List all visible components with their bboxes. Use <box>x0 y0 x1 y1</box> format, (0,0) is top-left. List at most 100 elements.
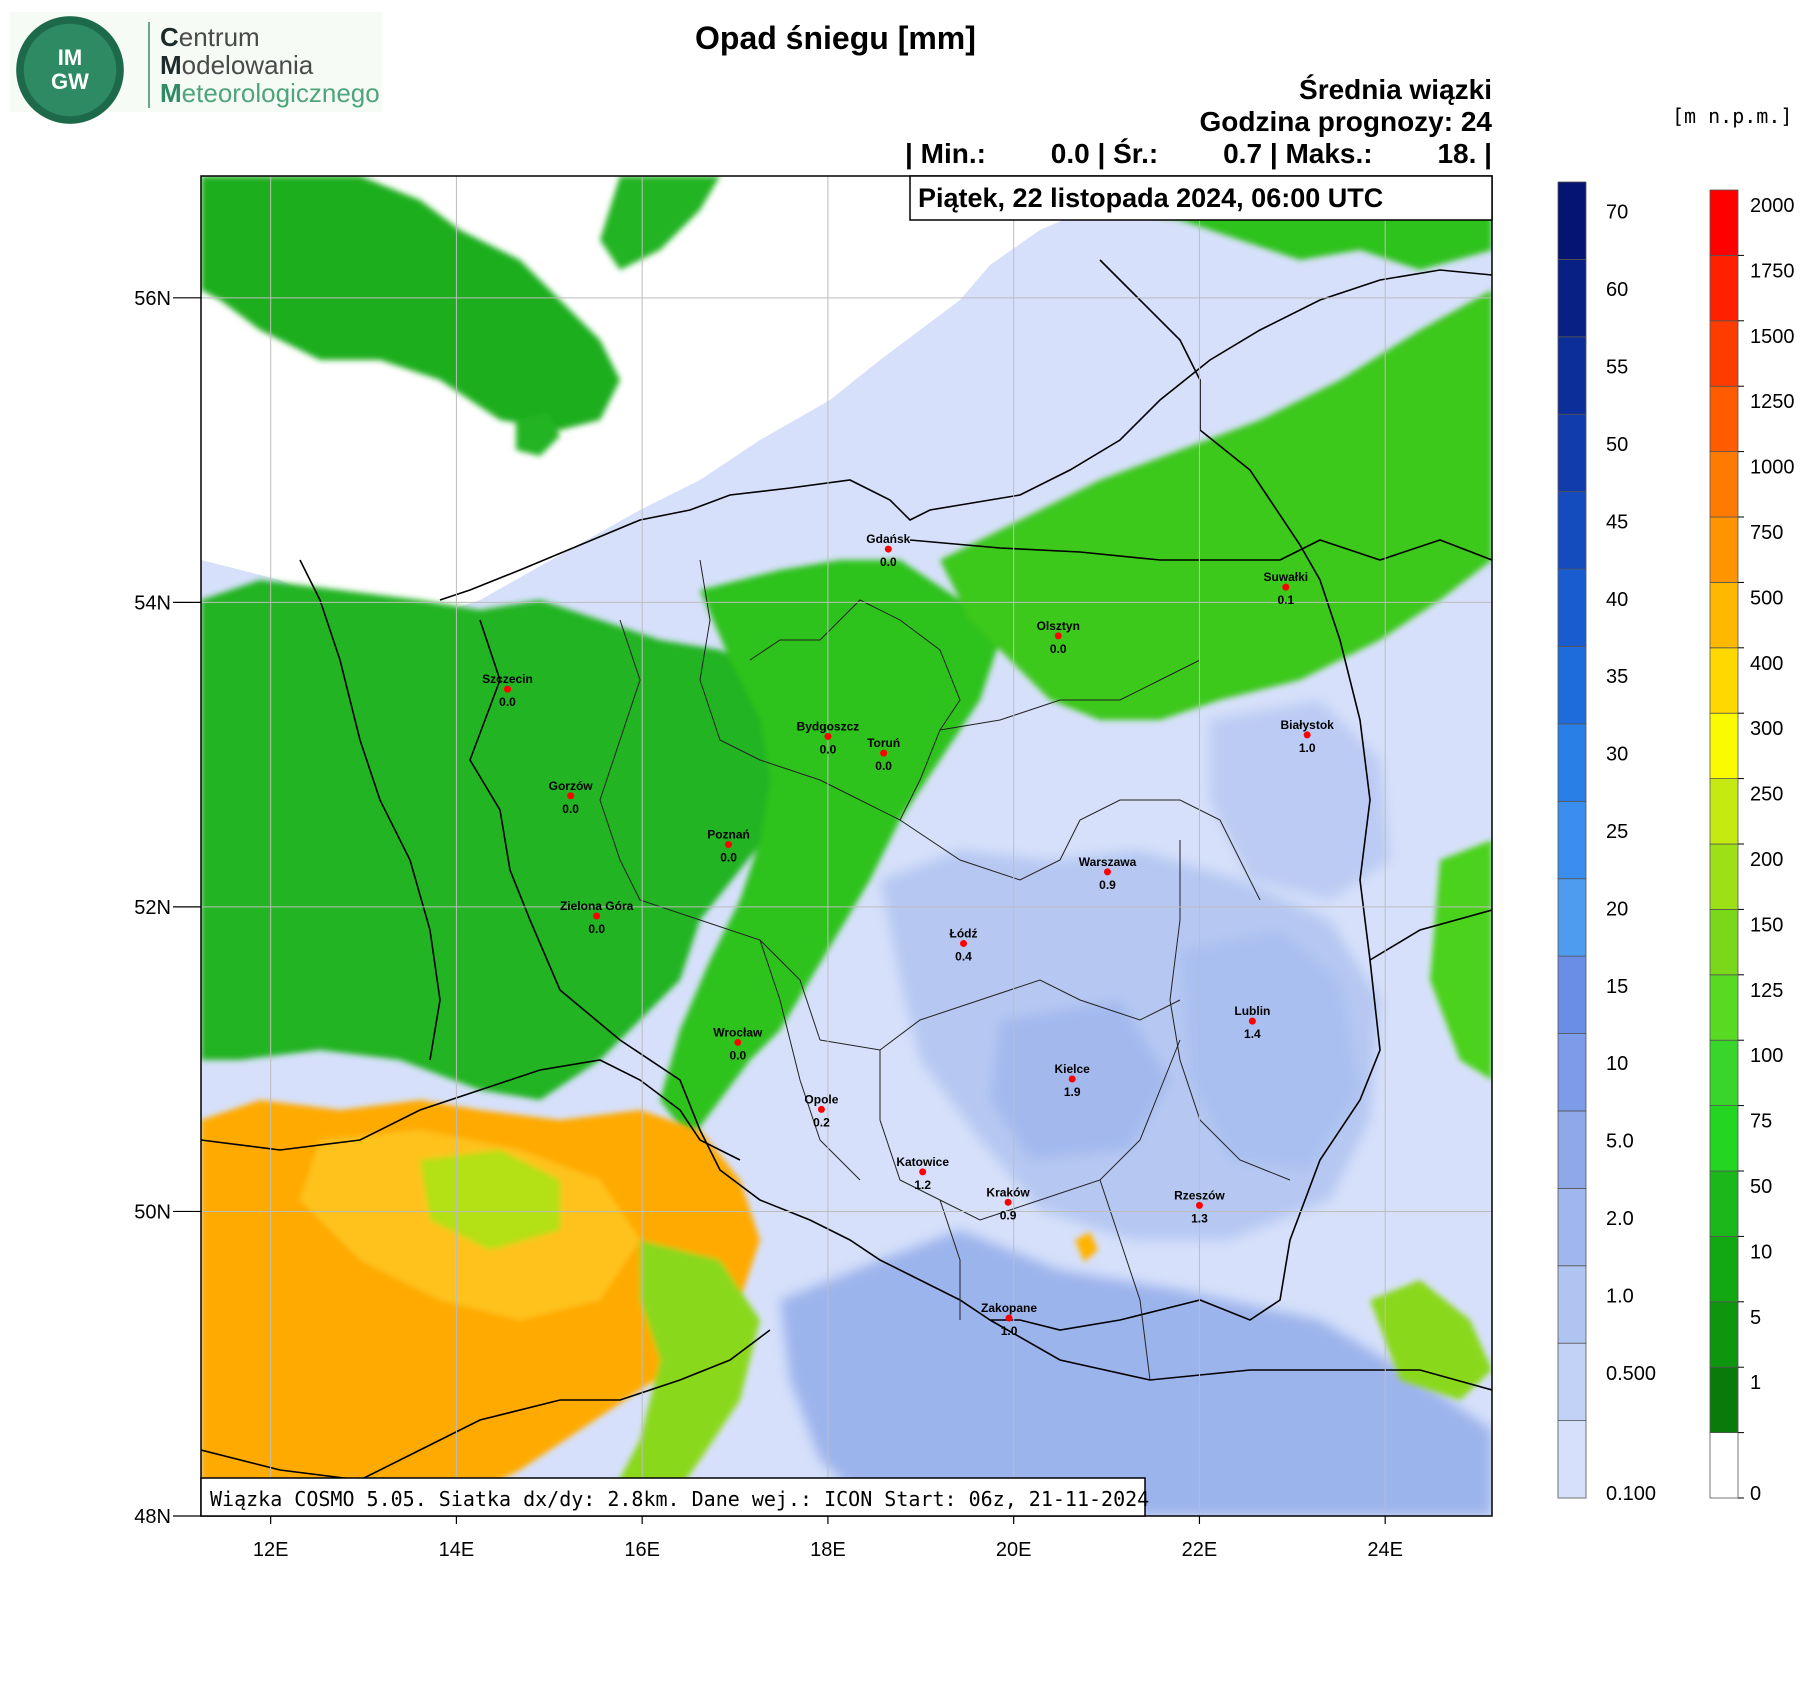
elevation-swatch <box>1709 1301 1739 1368</box>
elevation-label: 75 <box>1750 1111 1772 1133</box>
city-value: 1.9 <box>1064 1085 1081 1099</box>
city-value: 0.0 <box>875 759 892 773</box>
voiv-line-4 <box>599 619 821 1041</box>
lon-label: 20E <box>996 1539 1032 1561</box>
voiv-line-1 <box>699 559 961 821</box>
snow-swatch <box>1557 1342 1587 1421</box>
city-6: Białystok 1.0 <box>1280 718 1334 755</box>
logo-divider <box>148 22 150 108</box>
green-pomerania <box>660 560 1000 1140</box>
city-dot <box>725 840 733 848</box>
snow-label: 10 <box>1606 1053 1628 1075</box>
city-3: Szczecin 0.0 <box>482 672 533 709</box>
city-name: Zakopane <box>981 1301 1037 1315</box>
stats-avg-label: | Śr.: <box>1097 138 1159 169</box>
logo-line-3: Meteorologicznego <box>160 80 380 106</box>
voiv-line-2 <box>899 799 1261 901</box>
logo-rest-2: odelowania <box>181 50 314 80</box>
boundaries <box>201 259 1492 1481</box>
snow-label: 55 <box>1606 357 1628 379</box>
city-value: 0.0 <box>562 802 579 816</box>
city-dot <box>1005 1314 1013 1322</box>
city-1: Suwałki 0.1 <box>1263 570 1308 607</box>
voiv-line-8 <box>939 1199 961 1320</box>
city-dot <box>880 749 888 757</box>
snow-swatch <box>1557 1265 1587 1344</box>
logo-rest-3: eteorologicznego <box>181 78 380 108</box>
city-name: Warszawa <box>1079 855 1137 869</box>
green-east-edge <box>1430 840 1492 1080</box>
ensemble-label: Średnia wiązki <box>1299 74 1492 105</box>
snow-label: 70 <box>1606 202 1628 224</box>
city-dot <box>1103 868 1111 876</box>
czech-border <box>201 1059 741 1161</box>
elevation-label: 1250 <box>1750 391 1795 413</box>
elevation-label: 125 <box>1750 980 1783 1002</box>
city-name: Poznań <box>707 827 750 841</box>
elevation-label: 1500 <box>1750 326 1795 348</box>
city-dot <box>1004 1198 1012 1206</box>
city-name: Białystok <box>1280 718 1334 732</box>
city-19: Zakopane 1.0 <box>981 1301 1037 1338</box>
city-dot <box>503 685 511 693</box>
voiv-line-7 <box>1169 840 1291 1181</box>
snow-swatch <box>1557 800 1587 880</box>
logo-line-2: Modelowania <box>160 52 313 78</box>
elevation-label: 200 <box>1750 849 1783 871</box>
city-name: Łódź <box>950 926 978 940</box>
snow-blue-kielce <box>990 1000 1170 1160</box>
elevation-swatch <box>1709 254 1739 322</box>
city-value: 1.2 <box>914 1178 931 1192</box>
city-dot <box>824 732 832 740</box>
city-name: Wrocław <box>713 1025 763 1039</box>
map-field <box>201 176 1492 1516</box>
snow-swatch <box>1557 1187 1587 1267</box>
voiv-line-6 <box>879 1039 1181 1221</box>
city-dot <box>919 1168 927 1176</box>
snow-swatch <box>1557 491 1587 570</box>
city-name: Zielona Góra <box>560 899 634 913</box>
voiv-line-5 <box>819 979 1181 1051</box>
elevation-swatch <box>1709 1170 1739 1237</box>
city-value: 0.1 <box>1277 593 1294 607</box>
elevation-swatch <box>1709 974 1739 1041</box>
lat-label: 48N <box>134 1506 171 1528</box>
logo-cap-2: M <box>160 50 182 80</box>
city-value: 1.0 <box>1001 1324 1018 1338</box>
elevation-label: 5 <box>1750 1307 1761 1329</box>
voivodeship-borders <box>599 559 1291 1381</box>
elevation-swatch <box>1709 385 1739 453</box>
elevation-label: 10 <box>1750 1241 1772 1263</box>
orange-tatra <box>1075 1232 1098 1262</box>
elevation-label: 50 <box>1750 1176 1772 1198</box>
snow-blue-podlasie <box>1210 700 1390 900</box>
date-box <box>909 175 1493 221</box>
voiv-line-3 <box>939 659 1201 731</box>
city-dot <box>593 912 601 920</box>
city-dot <box>884 545 892 553</box>
city-dot <box>734 1038 742 1046</box>
lat-label: 54N <box>134 592 171 614</box>
elevation-label: 2000 <box>1750 195 1795 217</box>
forecast-hour: Godzina prognozy: 24 <box>1199 106 1492 137</box>
snow-label: 30 <box>1606 744 1628 766</box>
city-14: Kielce 1.9 <box>1055 1062 1091 1099</box>
snow-label: 50 <box>1606 434 1628 456</box>
kaliningrad-border <box>909 539 1280 561</box>
city-name: Gorzów <box>549 779 594 793</box>
snow-swatch <box>1557 955 1587 1034</box>
logo-rest-1: entrum <box>178 22 260 52</box>
city-value: 0.0 <box>729 1048 746 1062</box>
lon-label: 24E <box>1367 1539 1403 1561</box>
city-dot <box>1248 1017 1256 1025</box>
elevation-swatch <box>1709 1432 1739 1499</box>
snow-label: 35 <box>1606 666 1628 688</box>
belarus-border <box>1099 259 1301 546</box>
city-name: Bydgoszcz <box>797 719 860 733</box>
city-value: 0.0 <box>820 742 837 756</box>
seal-letters: IM GW <box>51 45 89 94</box>
logo-cap-3: M <box>160 78 182 108</box>
elevation-swatch <box>1709 1105 1739 1172</box>
